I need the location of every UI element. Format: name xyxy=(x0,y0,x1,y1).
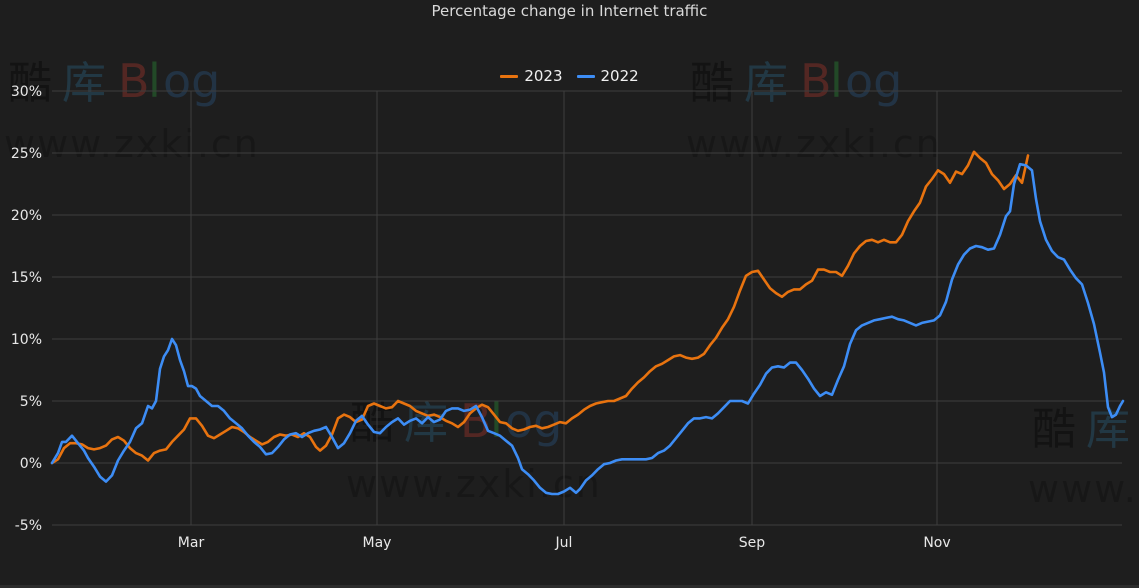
series-line-2023 xyxy=(50,150,1030,465)
legend-swatch-2023 xyxy=(500,74,519,78)
y-axis: 30% 25% 20% 15% 10% 5% 0% -5% xyxy=(11,84,42,534)
x-axis: Mar May Jul Sep Nov xyxy=(178,535,951,551)
y-tick-label: -5% xyxy=(15,518,42,534)
series-lines xyxy=(50,150,1125,496)
y-tick-label: 25% xyxy=(11,146,42,162)
y-tick-label: 30% xyxy=(11,84,42,100)
y-tick-label: 10% xyxy=(11,332,42,348)
x-tick-label: Mar xyxy=(178,535,205,551)
gridlines xyxy=(52,90,1122,526)
legend-label-2023: 2023 xyxy=(524,67,563,85)
y-tick-label: 20% xyxy=(11,208,42,224)
chart-legend: 2023 2022 xyxy=(0,67,1139,85)
bottom-divider xyxy=(0,585,1139,588)
y-tick-label: 5% xyxy=(20,394,42,410)
chart-title: Percentage change in Internet traffic xyxy=(431,2,708,20)
series-line-2022 xyxy=(50,162,1125,496)
y-tick-label: 0% xyxy=(20,456,42,472)
legend-item-2022[interactable]: 2022 xyxy=(576,67,639,85)
y-tick-label: 15% xyxy=(11,270,42,286)
x-tick-label: Nov xyxy=(923,535,950,551)
x-tick-label: May xyxy=(363,535,392,551)
legend-swatch-2022 xyxy=(576,74,595,78)
legend-item-2023[interactable]: 2023 xyxy=(500,67,563,85)
x-tick-label: Sep xyxy=(739,535,766,551)
x-tick-label: Jul xyxy=(555,535,573,551)
legend-label-2022: 2022 xyxy=(600,67,639,85)
